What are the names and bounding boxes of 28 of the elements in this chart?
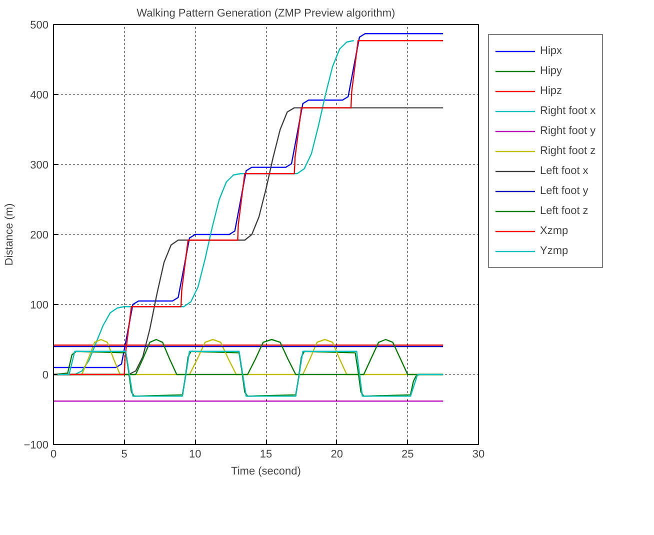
y-tick-label: 200 (30, 230, 49, 242)
y-tick-label: 0 (42, 370, 49, 382)
x-tick-label: 10 (189, 448, 202, 460)
x-tick-label: 0 (50, 448, 57, 460)
legend-label: Right foot x (540, 105, 596, 117)
legend-label: Hipx (540, 45, 562, 57)
x-tick-label: 5 (121, 448, 128, 460)
legend-label: Hipz (540, 85, 562, 97)
legend-label: Right foot z (540, 145, 596, 157)
x-tick-label: 30 (472, 448, 485, 460)
y-tick-label: 300 (30, 160, 49, 172)
legend-label: Yzmp (540, 245, 568, 257)
chart-title: Walking Pattern Generation (ZMP Preview algorithm) (136, 8, 396, 20)
y-tick-label: 400 (30, 90, 49, 102)
legend-label: Left foot x (540, 165, 588, 177)
x-tick-label: 15 (260, 448, 272, 460)
legend-label: Left foot z (540, 205, 588, 217)
legend-label: Xzmp (540, 225, 568, 237)
legend-label: Left foot y (540, 185, 588, 197)
y-tick-label: 500 (30, 20, 49, 32)
y-tick-label: −100 (24, 440, 49, 452)
x-tick-label: 20 (330, 448, 343, 460)
y-axis-title: Distance (m) (4, 203, 16, 266)
x-tick-label: 25 (402, 448, 414, 460)
legend-label: Right foot y (540, 125, 596, 137)
legend-label: Hipy (540, 65, 562, 77)
y-tick-label: 100 (30, 300, 49, 312)
x-axis-title: Time (second) (231, 466, 301, 478)
